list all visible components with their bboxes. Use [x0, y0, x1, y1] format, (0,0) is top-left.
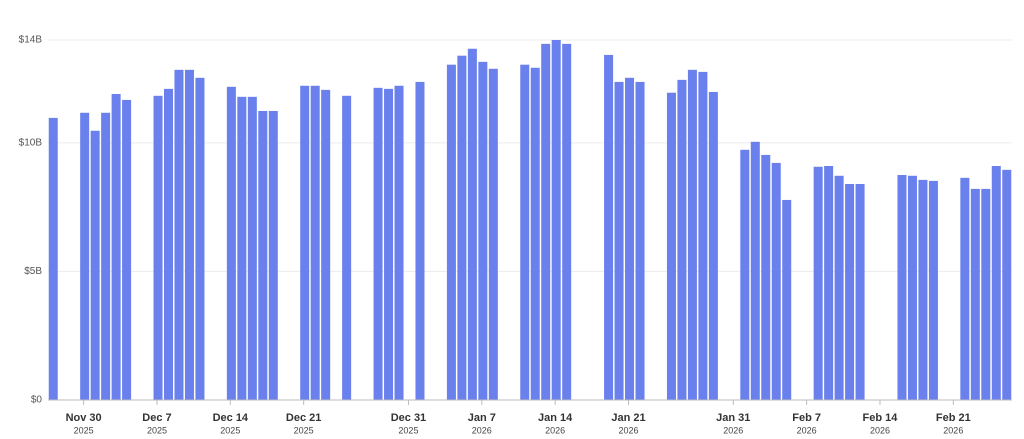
- x-tick-year: 2026: [870, 425, 890, 435]
- x-tick-label: Jan 14: [538, 412, 573, 424]
- bar: [750, 141, 760, 401]
- bar: [1002, 169, 1012, 400]
- y-tick-label: $0: [31, 395, 43, 406]
- bar: [174, 69, 184, 400]
- x-tick-label: Nov 30: [66, 412, 102, 424]
- x-tick-label: Dec 14: [213, 412, 249, 424]
- bar: [698, 71, 708, 400]
- bar: [415, 81, 425, 401]
- bar: [446, 64, 456, 400]
- bar: [321, 89, 331, 400]
- bar: [981, 188, 991, 400]
- bar: [268, 110, 278, 400]
- bar: [457, 55, 467, 400]
- bar: [373, 87, 383, 400]
- bar: [907, 175, 917, 400]
- bar: [928, 180, 938, 400]
- bar: [771, 162, 781, 400]
- bar: [488, 68, 498, 401]
- x-tick-year: 2026: [723, 425, 743, 435]
- bar: [761, 154, 771, 400]
- bar: [604, 54, 614, 401]
- x-tick-label: Jan 31: [716, 412, 750, 424]
- bar: [184, 69, 194, 400]
- x-tick-label: Feb 21: [936, 412, 971, 424]
- bar: [960, 177, 970, 400]
- bar: [635, 81, 645, 401]
- x-tick-label: Feb 14: [863, 412, 899, 424]
- bar: [740, 149, 750, 400]
- bar: [90, 130, 100, 400]
- x-tick-year: 2025: [220, 425, 240, 435]
- bar: [813, 166, 823, 400]
- bar: [258, 110, 268, 400]
- bar: [467, 48, 477, 400]
- bar: [666, 92, 676, 400]
- bar: [394, 85, 404, 401]
- x-tick-year: 2026: [545, 425, 565, 435]
- bar: [80, 112, 90, 401]
- bar: [625, 77, 635, 401]
- bar: [101, 112, 111, 401]
- x-tick-label: Feb 7: [792, 412, 821, 424]
- bar: [520, 64, 530, 400]
- bar: [677, 79, 687, 400]
- bar: [48, 117, 58, 401]
- x-tick-label: Dec 31: [391, 412, 426, 424]
- bar: [153, 95, 163, 401]
- bar: [163, 88, 174, 400]
- bar: [614, 81, 624, 401]
- bar: [782, 199, 792, 400]
- y-tick-label: $10B: [19, 137, 43, 148]
- bar: [111, 94, 121, 400]
- y-tick-label: $14B: [19, 35, 43, 46]
- bar: [970, 188, 980, 400]
- bar: [237, 96, 247, 400]
- bar: [551, 40, 561, 400]
- x-tick-year: 2025: [74, 425, 94, 435]
- bar: [845, 184, 855, 400]
- bar: [687, 69, 697, 400]
- bar: [226, 86, 236, 401]
- bar: [824, 166, 834, 400]
- x-tick-year: 2025: [294, 425, 314, 435]
- x-tick-year: 2025: [398, 425, 418, 435]
- x-tick-label: Jan 21: [611, 412, 645, 424]
- x-tick-year: 2026: [943, 425, 963, 435]
- bar: [541, 43, 551, 400]
- bar: [991, 166, 1001, 400]
- bar: [310, 85, 320, 401]
- x-tick-label: Jan 7: [468, 412, 496, 424]
- bar: [562, 43, 572, 400]
- bar: [897, 175, 907, 400]
- bar: [300, 85, 310, 401]
- bar: [384, 88, 394, 400]
- bar: [918, 179, 928, 400]
- bar: [834, 175, 844, 400]
- bar: [530, 67, 540, 401]
- bar: [122, 99, 132, 401]
- x-tick-year: 2026: [472, 425, 492, 435]
- bar: [855, 184, 865, 400]
- bar: [708, 91, 718, 400]
- bar: [195, 77, 205, 401]
- bar: [247, 96, 257, 400]
- x-tick-year: 2026: [797, 425, 817, 435]
- x-tick-year: 2026: [618, 425, 638, 435]
- x-tick-year: 2025: [147, 425, 167, 435]
- bar: [478, 61, 488, 400]
- x-tick-label: Dec 21: [286, 412, 321, 424]
- bar: [342, 95, 352, 401]
- y-tick-label: $5B: [24, 266, 42, 277]
- x-tick-label: Dec 7: [142, 412, 171, 424]
